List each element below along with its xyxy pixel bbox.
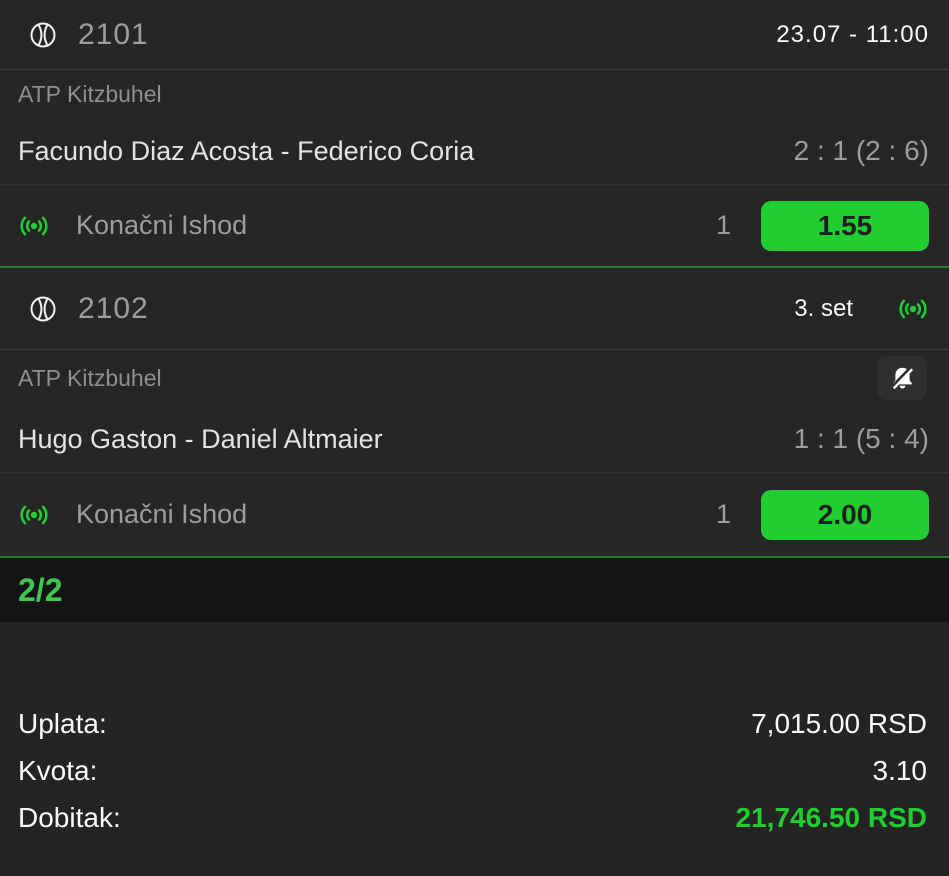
section-divider — [0, 266, 949, 268]
notifications-muted-icon[interactable] — [877, 356, 927, 400]
stake-value: 7,015.00 RSD — [751, 707, 927, 739]
match-2-header: 2102 3. set — [0, 268, 949, 350]
live-indicator-icon — [897, 293, 929, 325]
winnings-value: 21,746.50 RSD — [735, 801, 927, 833]
tennis-ball-icon — [28, 20, 58, 50]
match-score: 2 : 1 (2 : 6) — [793, 135, 929, 166]
match-2-league-row: ATP Kitzbuhel — [0, 350, 949, 406]
live-indicator-icon — [18, 499, 50, 531]
team-names: Facundo Diaz Acosta - Federico Coria — [18, 135, 475, 166]
market-name: Konačni Ishod — [76, 210, 248, 240]
match-card-2: 2102 3. set ATP Kitzbuhel Hugo Gaston — [0, 268, 949, 556]
odds-label: Kvota: — [18, 754, 98, 786]
odd-button[interactable]: 2.00 — [761, 489, 929, 540]
match-1-header: 2101 23.07 - 11:00 — [0, 0, 949, 70]
pick-code: 1 — [715, 210, 731, 240]
pick-code: 1 — [715, 499, 731, 529]
match-code: 2102 — [78, 291, 149, 325]
odds-row: Kvota: 3.10 — [0, 747, 949, 794]
market-name: Konačni Ishod — [76, 499, 248, 529]
match-code: 2101 — [78, 17, 149, 51]
team-names: Hugo Gaston - Daniel Altmaier — [18, 423, 383, 454]
match-status: 3. set — [794, 294, 853, 322]
match-card-1: 2101 23.07 - 11:00 ATP Kitzbuhel Facundo… — [0, 0, 949, 266]
stake-label: Uplata: — [18, 707, 107, 739]
bet-slip-summary: Uplata: 7,015.00 RSD Kvota: 3.10 Dobitak… — [0, 622, 949, 876]
odds-value: 3.10 — [872, 754, 928, 786]
section-divider — [0, 556, 949, 558]
progress-count: 2/2 — [18, 571, 63, 608]
match-1-league-row: ATP Kitzbuhel — [0, 70, 949, 118]
match-2-bet-row: Konačni Ishod 1 2.00 — [0, 472, 949, 556]
match-2-teams-row: Hugo Gaston - Daniel Altmaier 1 : 1 (5 :… — [0, 406, 949, 472]
league-name: ATP Kitzbuhel — [18, 364, 162, 391]
match-score: 1 : 1 (5 : 4) — [793, 423, 929, 454]
live-indicator-icon — [18, 210, 50, 242]
tennis-ball-icon — [28, 294, 58, 324]
winnings-label: Dobitak: — [18, 801, 121, 833]
winnings-row: Dobitak: 21,746.50 RSD — [0, 794, 949, 841]
odd-button[interactable]: 1.55 — [761, 200, 929, 251]
stake-row: Uplata: 7,015.00 RSD — [0, 700, 949, 747]
progress-band: 2/2 — [0, 558, 949, 622]
match-1-teams-row: Facundo Diaz Acosta - Federico Coria 2 :… — [0, 118, 949, 184]
league-name: ATP Kitzbuhel — [18, 80, 162, 107]
match-1-bet-row: Konačni Ishod 1 1.55 — [0, 184, 949, 266]
match-datetime: 23.07 - 11:00 — [776, 20, 929, 48]
